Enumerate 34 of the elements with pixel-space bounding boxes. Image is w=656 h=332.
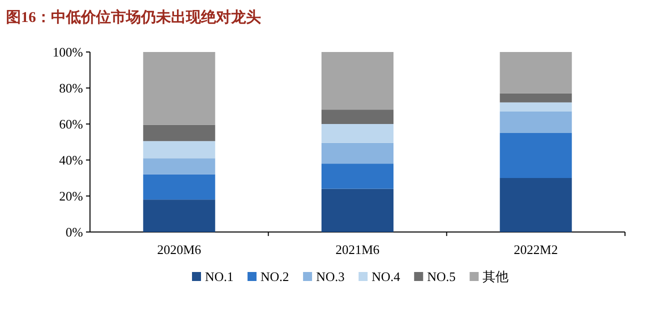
legend-label: NO.5 [427, 269, 456, 284]
y-tick-label: 40% [59, 152, 84, 168]
bar [143, 174, 216, 200]
bar [143, 124, 216, 142]
x-tick-label: 2020M6 [157, 242, 202, 257]
bar [500, 93, 572, 102]
bar [322, 124, 394, 143]
y-tick-label: 20% [59, 188, 84, 204]
bar [322, 142, 394, 164]
legend-label: 其他 [482, 269, 509, 284]
legend-label: NO.1 [205, 269, 234, 284]
y-tick-label: 0% [66, 224, 84, 240]
bar [143, 52, 216, 125]
x-tick-label: 2021M6 [335, 242, 380, 257]
y-tick-label: 80% [59, 80, 84, 96]
bar [322, 52, 394, 110]
bar [322, 110, 394, 124]
bar [500, 102, 572, 112]
bar [500, 111, 572, 133]
bar [500, 52, 572, 94]
legend-label: NO.3 [316, 269, 345, 284]
bar [143, 200, 216, 232]
legend-label: NO.2 [260, 269, 290, 284]
y-tick-label: 60% [59, 116, 84, 132]
chart-title: 图16：中低价位市场仍未出现绝对龙头 [6, 8, 261, 26]
bar [500, 133, 572, 178]
bar [143, 141, 216, 158]
bar [500, 178, 572, 232]
bar [322, 164, 394, 189]
bar [322, 188, 394, 232]
x-tick-label: 2022M2 [514, 242, 558, 257]
y-tick-label: 100% [52, 44, 84, 60]
bar [143, 158, 216, 174]
legend-label: NO.4 [372, 269, 401, 284]
